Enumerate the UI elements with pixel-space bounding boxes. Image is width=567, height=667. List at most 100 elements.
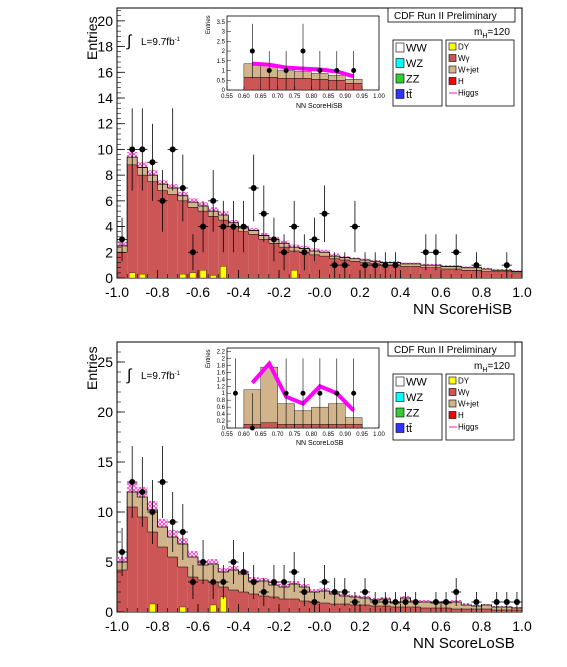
data-point [473,599,480,605]
y-axis-ticks: 0 2 4 6 8 10 12 14 16 18 20 [97,10,125,286]
inset-y-tick-label: 2 [222,49,226,55]
data-point [351,599,358,605]
higgs-band-bin [187,551,198,557]
legend-swatch [448,376,457,385]
data-point [432,249,439,256]
inset-x-tick-label: 0.80 [306,432,318,438]
title-box [387,7,516,23]
wgamma-bin [430,267,441,278]
data-point [149,509,156,515]
dy-bin [189,272,197,279]
inset-x-tick-label: 0.95 [356,432,368,438]
wjet-bin [481,269,492,272]
y-tick-label: 14 [97,90,113,106]
x-axis-ticks: -1.0 -0.8 -0.6 -0.4 -0.2 -0.0 0.2 0.4 0.6 0.8 1.0 [105,270,532,300]
data-point [372,262,379,269]
x-tick-label: -1.0 [105,618,129,634]
wgamma-bin [319,256,330,278]
wgamma-bin [127,507,138,612]
wgamma-bin [228,590,239,612]
y-axis-label: Entries [84,346,100,390]
y-axis-ticks: 0 5 10 15 20 25 [97,341,125,620]
x-tick-label: -0.6 [186,618,210,634]
wgamma-bin [137,175,148,278]
integral-sign: ∫ [126,33,133,50]
wjet-bin [167,188,178,195]
mass-label: mH=120 [474,27,510,40]
wgamma-bin [289,599,300,612]
lumi-label: L=9.7fb-1 [141,371,181,382]
x-tick-label: 0.2 [350,618,370,634]
data-point [189,579,196,585]
inset-x-tick-label: 0.90 [339,94,351,100]
inset-x-tick-label: 0.65 [255,94,267,100]
data-point [301,249,308,256]
wjet-bin [481,605,492,609]
data-point [230,559,237,565]
inset-x-tick-label: 0.85 [322,432,334,438]
x-tick-label: 0.8 [472,284,492,300]
wjet-bin [491,270,502,272]
wgamma-bin [147,181,158,278]
legend-label: W+jet [458,66,479,75]
data-point [321,579,328,585]
wjet-bin [157,527,168,547]
dy-bin [209,275,217,279]
inset-y-tick-label: 2.5 [217,39,226,45]
y-tick-label: 20 [97,13,113,29]
legend-swatch [448,65,457,74]
wgamma-bin [410,266,421,278]
y-tick-label: 10 [97,504,113,520]
data-point [200,223,207,230]
legend-label: WZ [406,392,423,404]
inset-data-point [283,68,289,74]
inset-data-point [334,390,340,396]
legend-label: H [458,77,464,86]
wjet-bin [410,263,421,267]
inset-x-label: NN ScoreLoSB [296,440,344,447]
wgamma-bin [451,609,462,612]
title-box [387,341,516,357]
chart-title: CDF Run II Preliminary [394,11,497,22]
wgamma-bin [400,266,411,278]
legend-label: H [458,411,464,420]
data-point [270,579,277,585]
data-point [362,262,369,269]
legend-label: DY [458,43,470,52]
wgamma-bin [167,194,178,278]
legend-label: Wγ [458,54,470,63]
inset-plot: 00.20.40.60.811.21.41.61.822.2 0.55 0.60 0… [206,347,385,447]
data-point [149,159,156,166]
inset-x-tick-label: 0.95 [356,94,368,100]
x-tick-label: -0.4 [226,284,250,300]
legend-label: ZZ [406,74,420,86]
dy-bin [179,273,187,279]
inset-y-ticks: 00.20.40.60.811.21.41.61.822.2 [217,349,231,432]
legend-swatch [448,411,457,419]
wjet-bin [400,263,411,267]
data-point [291,569,298,575]
legend-label: Wγ [458,388,470,397]
inset-x-tick-label: 0.75 [289,432,301,438]
higgs-band-bin [349,257,360,259]
wgamma-bin [461,270,472,278]
higgs-band-bin [420,600,431,602]
higgs-band-bin [400,262,411,264]
y-tick-label: 8 [105,167,113,183]
inset-x-tick-label: 0.60 [238,94,250,100]
x-axis-label: NN ScoreLoSB [413,635,515,652]
legend: WW WZ ZZ tt̄ DY Wγ W+jet H Higgs [395,376,479,435]
data-point [513,599,520,605]
wgamma-bin [420,267,431,278]
x-tick-label: -0.2 [267,284,291,300]
legend-swatch [395,407,405,418]
y-tick-label: 4 [105,219,113,235]
inset-data-point [300,48,306,54]
data-point [281,579,288,585]
chart-title: CDF Run II Preliminary [394,345,497,356]
data-point [250,185,257,191]
legend-label: WW [406,377,427,389]
data-point [240,569,247,575]
data-point [129,146,136,153]
